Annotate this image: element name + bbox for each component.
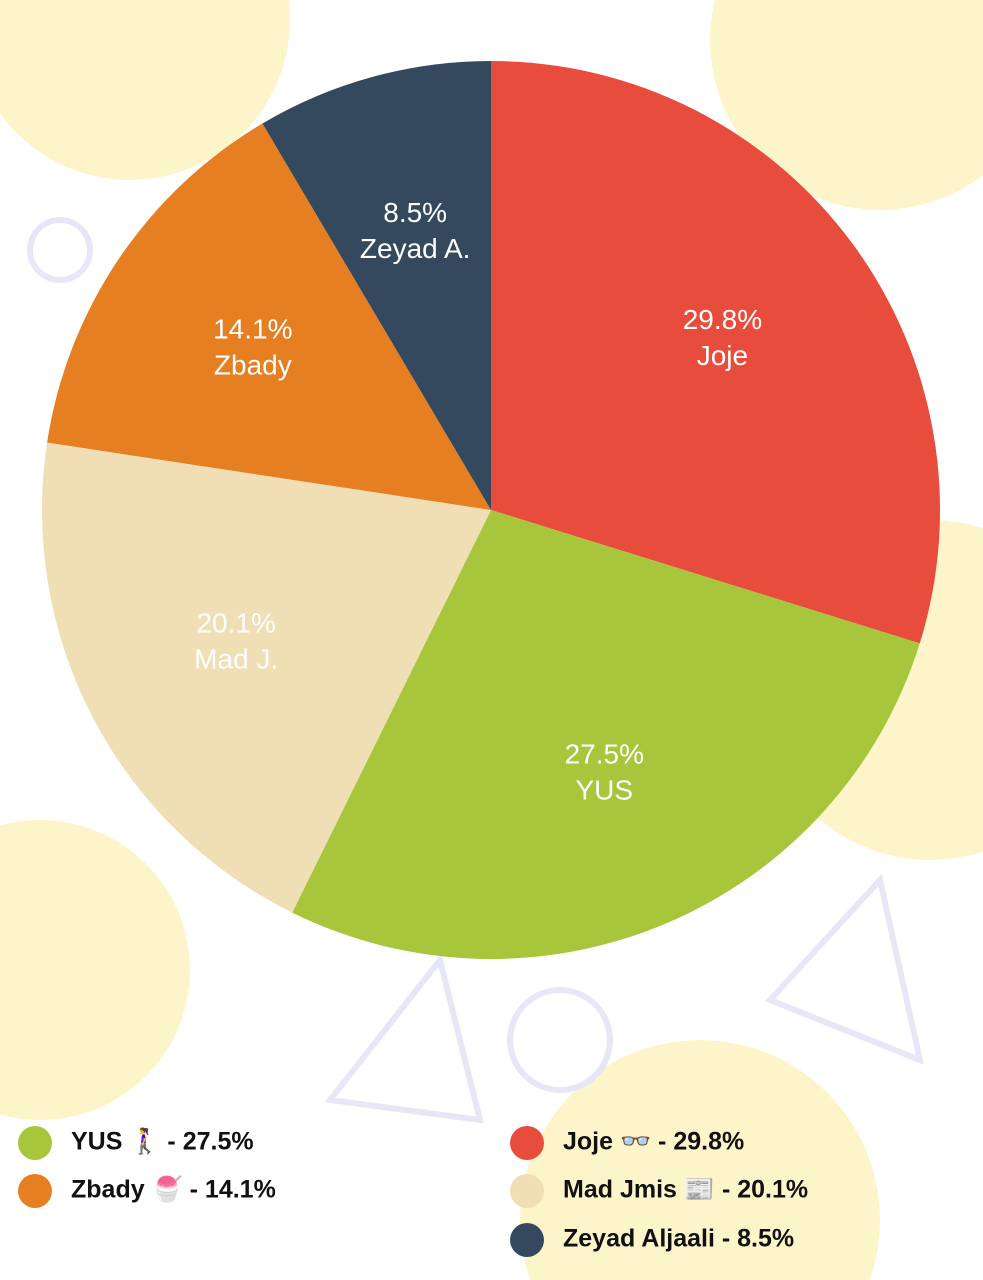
pie-slice — [262, 61, 491, 510]
slice-value-label: 27.5% — [565, 738, 644, 769]
pie-slice — [292, 510, 920, 960]
legend-swatch — [510, 1126, 544, 1160]
legend-swatch — [510, 1223, 544, 1257]
slice-value-label: 14.1% — [213, 314, 292, 345]
legend-label: Joje 👓 - 29.8% — [563, 1128, 744, 1156]
pie-slice — [42, 442, 492, 913]
slice-value-label: 20.1% — [196, 607, 275, 638]
legend-label: Zeyad Aljaali - 8.5% — [563, 1225, 794, 1253]
legend-swatch — [18, 1174, 52, 1208]
slice-name-label: Joje — [697, 340, 748, 371]
legend-swatch — [510, 1174, 544, 1208]
slice-value-label: 8.5% — [383, 197, 447, 228]
slice-name-label: YUS — [576, 774, 634, 805]
legend-swatch — [18, 1126, 52, 1160]
slice-value-label: 29.8% — [683, 304, 762, 335]
slice-name-label: Zbady — [214, 350, 292, 381]
slice-name-label: Zeyad A. — [360, 233, 471, 264]
slice-name-label: Mad J. — [194, 643, 278, 674]
legend-label: Mad Jmis 📰 - 20.1% — [563, 1176, 808, 1204]
pie-slice — [491, 61, 940, 644]
pie-slice — [47, 123, 491, 511]
legend-label: YUS 🚶‍♀️ - 27.5% — [71, 1127, 254, 1156]
legend-label: Zbady 🍧 - 14.1% — [71, 1175, 276, 1204]
